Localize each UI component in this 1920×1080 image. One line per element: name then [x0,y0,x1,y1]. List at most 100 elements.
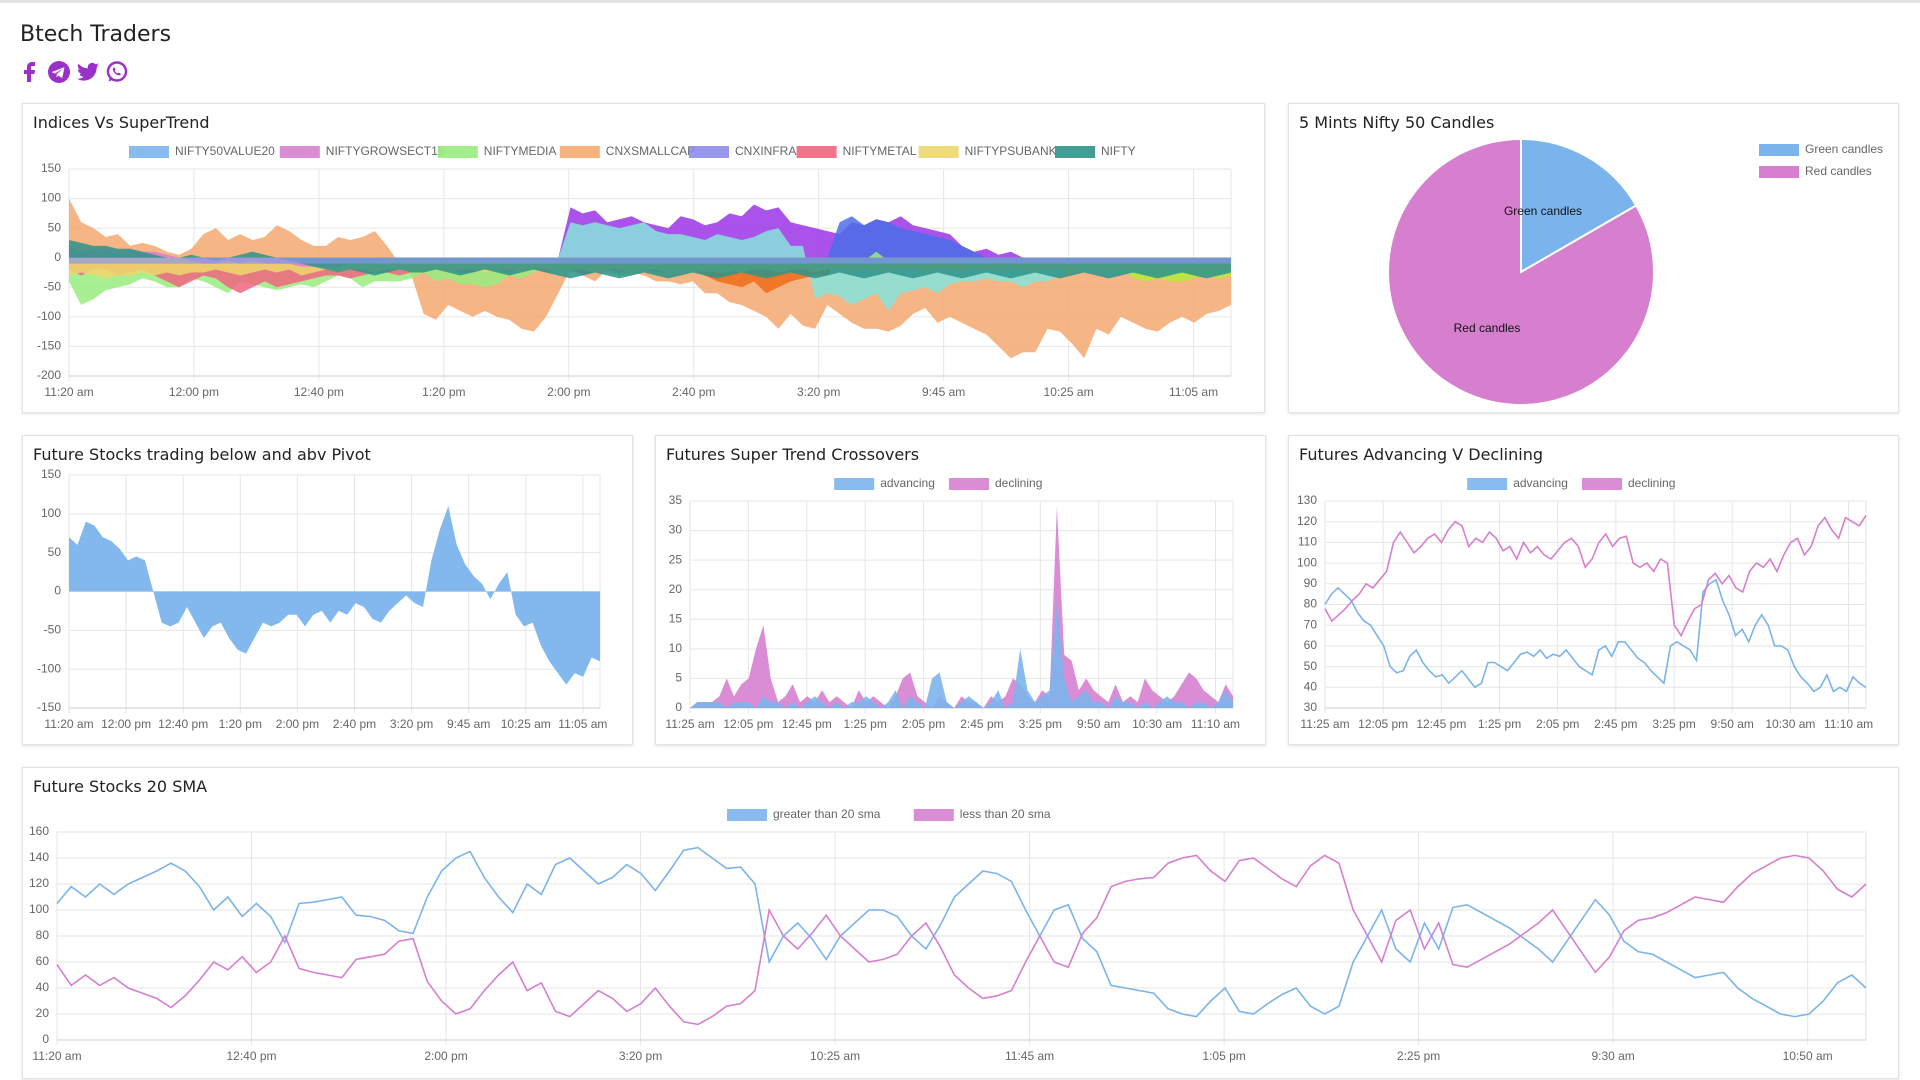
x-tick-label: 11:10 am [1191,717,1240,731]
legend-swatch-advancing [834,478,875,490]
candles-panel: 5 Mints Nifty 50 Candles Green candles Re… [1288,103,1899,413]
x-tick-label: 12:40 pm [158,717,208,731]
legend-label: less than 20 sma [960,807,1051,821]
y-tick-label: 15 [669,611,683,625]
x-tick-label: 9:50 am [1711,717,1754,731]
legend-label: CNXSMALLCAP [606,144,695,158]
whatsapp-icon[interactable] [105,60,129,84]
legend-label: NIFTY50VALUE20 [175,144,275,158]
x-tick-label: 2:00 pm [547,385,590,399]
y-tick-label: 80 [1304,597,1318,611]
x-tick-label: 12:00 pm [169,385,219,399]
twitter-icon[interactable] [76,60,100,84]
social-links [18,60,129,84]
y-tick-label: 50 [48,220,62,234]
facebook-icon[interactable] [18,60,42,84]
x-tick-label: 3:20 pm [797,385,840,399]
legend-swatch-cnxsmallcap [559,146,600,158]
x-tick-label: 10:30 am [1132,717,1182,731]
y-tick-label: 35 [669,493,683,507]
line-series-declining [1324,515,1867,638]
top-bar [0,0,1920,3]
y-tick-label: 40 [1304,679,1318,693]
pivot-chart: 150 100 50 0 -50 -100 -150 11:20 am 12:00 pm 12:4… [37,467,607,731]
legend-label: greater than 20 sma [773,807,881,821]
x-tick-label: 2:45 pm [1594,717,1637,731]
y-tick-label: 50 [1304,659,1318,673]
x-tick-label: 11:05 am [558,717,607,731]
candles-title: 5 Mints Nifty 50 Candles [1299,113,1495,132]
crossovers-title: Futures Super Trend Crossovers [666,445,920,464]
y-tick-label: -50 [44,279,62,293]
x-tick-label: 9:45 am [447,717,490,731]
y-tick-label: 50 [48,545,62,559]
x-tick-label: 2:40 pm [333,717,376,731]
y-tick-label: -200 [37,368,61,382]
area-series-nifty [69,240,1231,279]
x-tick-label: 2:05 pm [902,717,945,731]
area-series-declining [690,506,1233,708]
x-tick-label: 2:00 pm [276,717,319,731]
y-tick-label: 100 [1297,555,1317,569]
x-tick-label: 3:20 pm [390,717,433,731]
legend-label: declining [995,476,1042,490]
legend-swatch-cnxinfra [689,146,729,158]
legend-label: NIFTYMETAL [843,144,917,158]
legend-swatch-niftymetal [796,146,837,158]
legend-swatch-green-candles [1759,144,1799,156]
telegram-icon[interactable] [47,60,71,84]
area-series-extra-cyan [69,222,1231,311]
legend-label: CNXINFRA [735,144,796,158]
y-tick-label: 30 [669,523,683,537]
pivot-panel: Future Stocks trading below and abv Pivo… [22,435,633,745]
x-tick-label: 11:05 am [1169,385,1218,399]
x-tick-label: 12:45 pm [782,717,832,731]
x-tick-label: 2:05 pm [1536,717,1579,731]
area-series-cnxsmallcap [69,198,1231,359]
indices-panel: Indices Vs SuperTrend NIFTY50VALUE20 NIFT… [22,103,1265,413]
y-tick-label: 20 [36,1006,50,1020]
line-series-less-than-20-sma [56,854,1867,1026]
crossovers-panel: Futures Super Trend Crossovers advancing… [655,435,1266,745]
pie-label-green-candles: Green candles [1504,204,1582,218]
area-series-nifty50value20 [69,257,1231,264]
y-tick-label: 0 [675,700,682,714]
y-tick-label: 0 [42,1032,49,1046]
y-tick-label: -100 [37,661,61,675]
y-tick-label: 40 [36,980,50,994]
y-tick-label: 25 [669,552,683,566]
y-tick-label: 140 [29,850,49,864]
x-tick-label: 3:20 pm [619,1049,662,1063]
area-series-extra-blue [69,216,1231,258]
legend-label: NIFTY [1101,144,1136,158]
x-tick-label: 2:45 pm [960,717,1003,731]
line-series-advancing [1324,578,1867,693]
x-tick-label: 11:25 am [665,717,714,731]
y-tick-label: 60 [36,954,50,968]
advdec-chart: advancing declining 130 120 110 100 90 80 70 60 50… [1297,476,1873,731]
x-tick-label: 2:00 pm [424,1049,467,1063]
y-tick-label: 100 [41,191,61,205]
y-tick-label: 100 [41,506,61,520]
legend-swatch-declining [949,478,989,490]
legend-label: NIFTYMEDIA [484,144,557,158]
legend-swatch-niftypsubank [918,146,959,158]
legend-label: declining [1628,476,1675,490]
pie-slice-red-candles [1387,137,1655,406]
x-tick-label: 9:45 am [922,385,965,399]
y-tick-label: 5 [675,671,682,685]
x-tick-label: 2:40 pm [672,385,715,399]
y-tick-label: -150 [37,339,61,353]
legend-swatch-red-candles [1759,166,1799,178]
y-tick-label: 130 [1297,493,1317,507]
legend-swatch-nifty50value20 [129,146,169,158]
x-tick-label: 11:20 am [44,717,93,731]
x-tick-label: 1:25 pm [843,717,886,731]
sma-title: Future Stocks 20 SMA [33,777,208,796]
y-tick-label: 110 [1298,535,1317,549]
sma-panel: Future Stocks 20 SMA greater than 20 sma… [22,767,1899,1079]
area-series-pivot [69,506,600,685]
y-tick-label: 30 [1304,700,1318,714]
y-tick-label: 120 [29,876,49,890]
x-tick-label: 9:30 am [1591,1049,1634,1063]
